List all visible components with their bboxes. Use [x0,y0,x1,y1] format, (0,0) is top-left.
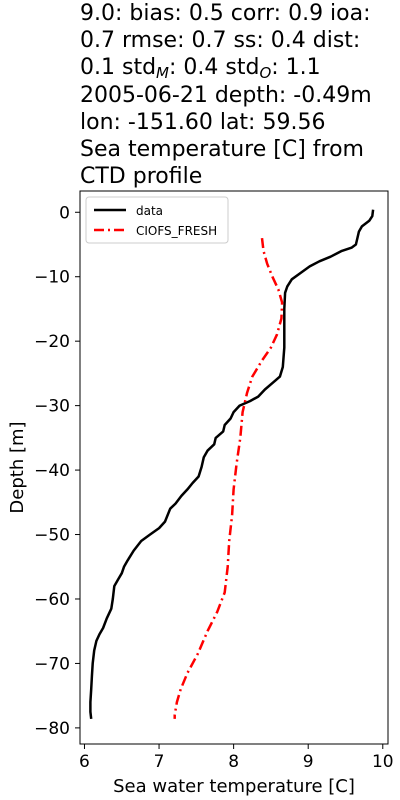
title-line-4: 2005-06-21 depth: -0.49m [80,82,372,108]
x-tick-label: 10 [372,752,394,772]
plot-marks [89,209,375,720]
x-tick-label: 6 [79,752,90,772]
y-tick-label: −70 [34,654,70,674]
y-axis-label: Depth [m] [7,421,28,513]
y-tick-label: −40 [34,461,70,481]
y-tick-label: −50 [34,526,70,546]
y-tick-label: −80 [34,719,70,739]
legend-label: data [136,204,163,218]
x-axis-label: Sea water temperature [C] [113,776,355,797]
title-line-5: lon: -151.60 lat: 59.56 [80,109,326,135]
x-tick-label: 9 [303,752,314,772]
y-tick-label: −20 [34,332,70,352]
legend-box [85,196,229,244]
title-line-2: 0.7 rmse: 0.7 ss: 0.4 dist: [80,28,361,54]
y-tick-label: −10 [34,268,70,288]
title-line-7: CTD profile [80,164,203,190]
title-line-3: 0.1 stdM: 0.4 stdO: 1.1 [80,54,398,83]
title-subscript: O [259,64,272,83]
x-tick-label: 8 [228,752,239,772]
axis-ticks: 6 7 8 9 10 0 −10 −20 −30 −40 −50 −60 −70 −80 [34,203,393,772]
legend: data CIOFS_FRESH [85,196,229,244]
y-tick-label: −60 [34,590,70,610]
series-line-data [89,209,375,720]
title-line-1: 9.0: bias: 0.5 corr: 0.9 ioa: [80,1,371,26]
legend-label: CIOFS_FRESH [136,224,217,238]
axes-frame [79,190,389,745]
series-line-ciofs-fresh [173,237,284,719]
title-line-6: Sea temperature [C] from [80,136,364,162]
title-line-3-text: 0.1 stdM: 0.4 stdO: 1.1 [80,55,321,83]
y-tick-label: 0 [59,203,70,223]
y-tick-label: −30 [34,397,70,417]
title-subscript: M [156,64,169,83]
x-tick-label: 7 [154,752,165,772]
chart-title: 9.0: bias: 0.5 corr: 0.9 ioa: 0.7 rmse: … [80,0,398,190]
